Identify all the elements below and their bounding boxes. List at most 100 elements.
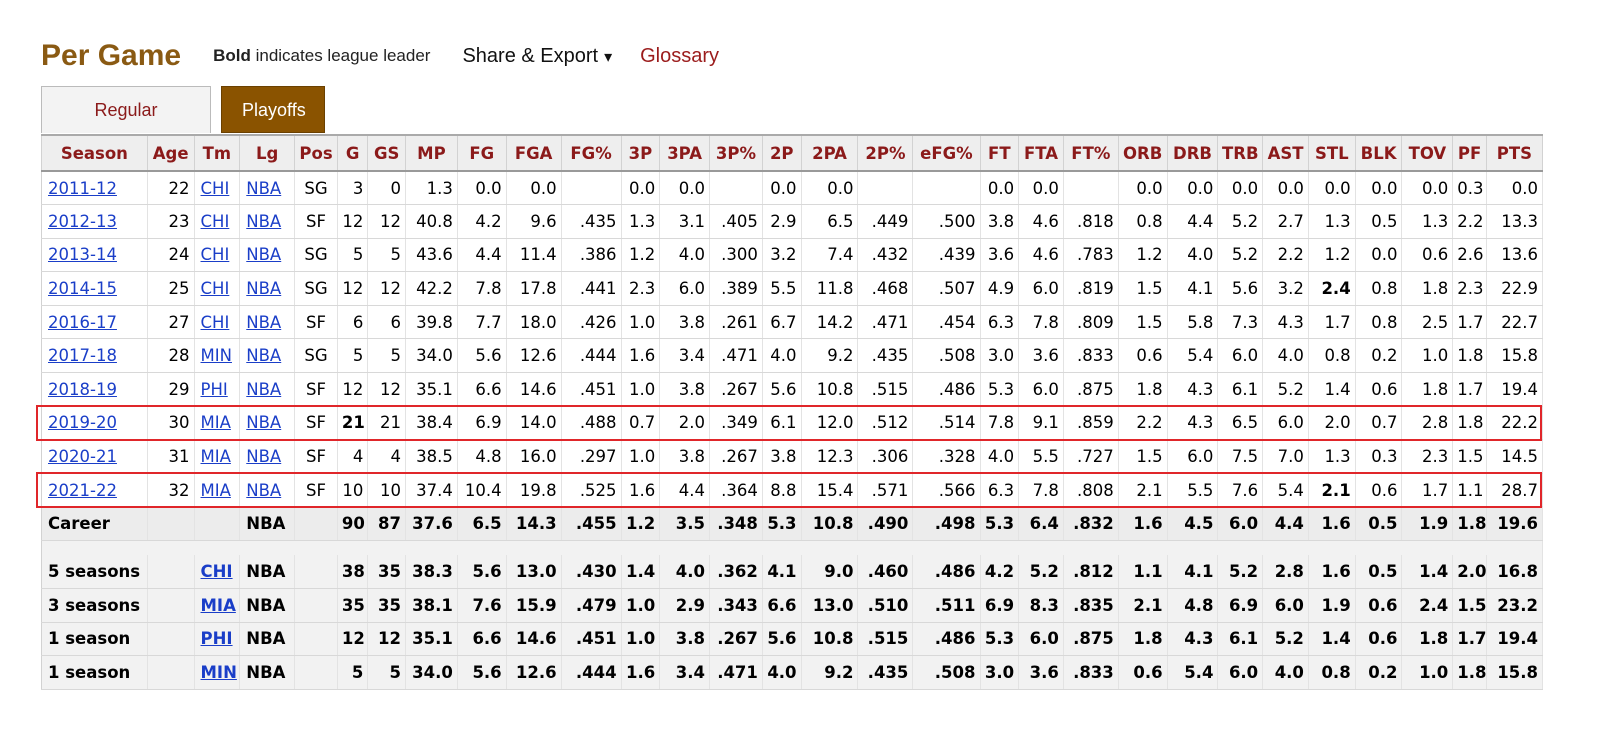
table-row: 2014-15 25 CHI NBA SG 12 12 42.2 7.8 17.8.441 2.3 6…	[41, 271, 1544, 306]
table-cell: .525	[561, 473, 622, 508]
league-link[interactable]: NBA	[246, 245, 282, 265]
team-link[interactable]: MIA	[200, 480, 231, 500]
column-header[interactable]: PF	[1452, 134, 1487, 172]
league-link[interactable]: NBA	[246, 312, 282, 332]
table-cell: 2021-22	[41, 473, 148, 508]
table-cell: NBA	[239, 473, 296, 508]
season-link[interactable]: 2012-13	[48, 211, 117, 231]
table-cell: 14.2	[801, 305, 859, 340]
column-header[interactable]: GS	[367, 134, 406, 172]
league-link[interactable]: NBA	[246, 379, 282, 399]
season-link[interactable]: 2019-20	[48, 413, 117, 433]
table-cell: 4.6	[1018, 238, 1064, 273]
column-header[interactable]: STL	[1307, 134, 1356, 172]
column-header[interactable]: FG%	[560, 134, 622, 172]
column-header[interactable]: TOV	[1401, 134, 1454, 172]
table-cell: 35.1	[405, 622, 458, 657]
table-cell: 1.8	[1452, 338, 1487, 374]
column-header[interactable]: PTS	[1485, 134, 1544, 172]
table-cell: 1.5	[1118, 271, 1168, 306]
tab-regular-season[interactable]: Regular Season	[41, 86, 211, 167]
table-cell: 17.8	[506, 271, 562, 306]
table-cell: 0.6	[1355, 372, 1403, 407]
season-link[interactable]: 2021-22	[48, 480, 117, 500]
season-link[interactable]: 2016-17	[48, 312, 117, 332]
table-cell: .875	[1063, 372, 1119, 407]
season-link[interactable]: 2017-18	[48, 346, 117, 366]
column-header[interactable]: AST	[1262, 134, 1309, 172]
table-cell: NBA	[239, 554, 296, 590]
column-header[interactable]: G	[336, 134, 369, 172]
table-cell: 1.4	[621, 554, 661, 590]
team-link[interactable]: PHI	[200, 629, 233, 649]
team-link[interactable]: CHI	[200, 561, 233, 581]
column-header[interactable]: BLK	[1354, 134, 1403, 172]
column-header[interactable]: 3P%	[709, 134, 763, 172]
team-link[interactable]: MIA	[200, 595, 236, 615]
league-link[interactable]: NBA	[246, 211, 282, 231]
share-export-button[interactable]: Share & Export ▾	[462, 45, 612, 68]
table-cell: 12	[367, 622, 406, 657]
column-header[interactable]: Age	[146, 134, 195, 172]
column-header[interactable]: 3P	[620, 134, 661, 172]
team-link[interactable]: CHI	[200, 279, 230, 299]
table-cell: .455	[561, 506, 622, 542]
table-cell: NBA	[239, 588, 296, 623]
season-link[interactable]: 2011-12	[48, 178, 117, 198]
team-link[interactable]: MIN	[200, 346, 232, 366]
column-header[interactable]: FT%	[1062, 134, 1119, 172]
column-header[interactable]: 2PA	[800, 134, 859, 172]
season-link[interactable]: 2018-19	[48, 379, 117, 399]
column-header[interactable]: FG	[456, 134, 507, 172]
glossary-link[interactable]: Glossary	[640, 44, 720, 67]
team-link[interactable]: MIA	[200, 447, 231, 467]
team-link[interactable]: PHI	[200, 379, 228, 399]
column-header[interactable]: Lg	[239, 134, 296, 172]
season-link[interactable]: 2014-15	[48, 279, 117, 299]
table-cell: 1.7	[1452, 372, 1487, 407]
column-header[interactable]: 2P%	[857, 134, 914, 172]
table-cell: 1.8	[1401, 372, 1454, 407]
team-link[interactable]: MIN	[200, 663, 237, 683]
column-header[interactable]: FGA	[505, 134, 562, 172]
league-link[interactable]: NBA	[246, 346, 282, 366]
league-link[interactable]: NBA	[246, 413, 282, 433]
column-header[interactable]: ORB	[1117, 134, 1168, 172]
column-header[interactable]: 2P	[761, 134, 802, 172]
table-row: 2021-22 32 MIA NBA SF 10 10 37.4 10.4 19.8.525 1.6…	[41, 473, 1544, 508]
table-cell: 4.8	[1167, 588, 1219, 623]
column-header[interactable]: DRB	[1166, 134, 1219, 172]
column-header[interactable]: FTA	[1018, 134, 1064, 172]
season-link[interactable]: 2020-21	[48, 447, 117, 467]
column-header[interactable]: Season	[41, 134, 148, 172]
column-header[interactable]: eFG%	[912, 134, 981, 172]
league-link[interactable]: NBA	[246, 279, 282, 299]
league-link[interactable]: NBA	[246, 447, 282, 467]
table-cell: 0.3	[1452, 171, 1487, 206]
team-link[interactable]: CHI	[200, 211, 230, 231]
table-cell: 23	[147, 204, 195, 239]
season-link[interactable]: 2013-14	[48, 245, 117, 265]
column-header[interactable]: Pos	[294, 134, 338, 172]
table-cell: 1.8	[1452, 506, 1487, 542]
team-link[interactable]: CHI	[200, 178, 230, 198]
column-header[interactable]: TRB	[1217, 134, 1264, 172]
share-export-label: Share & Export	[462, 44, 599, 67]
team-link[interactable]: CHI	[200, 245, 230, 265]
team-link[interactable]: MIA	[200, 413, 231, 433]
table-cell: 1.6	[621, 473, 661, 508]
team-link[interactable]: CHI	[200, 312, 230, 332]
table-cell: 9.1	[1018, 406, 1064, 441]
tab-playoffs[interactable]: Playoffs	[221, 86, 325, 133]
table-cell: .808	[1063, 473, 1119, 508]
table-cell: CHI	[194, 171, 241, 206]
column-header[interactable]: Tm	[193, 134, 241, 172]
column-header[interactable]: MP	[405, 134, 458, 172]
table-cell: SF	[294, 372, 338, 407]
table-cell: 1.3	[1308, 204, 1356, 239]
column-header[interactable]: 3PA	[659, 134, 711, 172]
league-link[interactable]: NBA	[246, 178, 282, 198]
table-cell: .439	[912, 238, 981, 273]
league-link[interactable]: NBA	[246, 480, 282, 500]
column-header[interactable]: FT	[979, 134, 1020, 172]
